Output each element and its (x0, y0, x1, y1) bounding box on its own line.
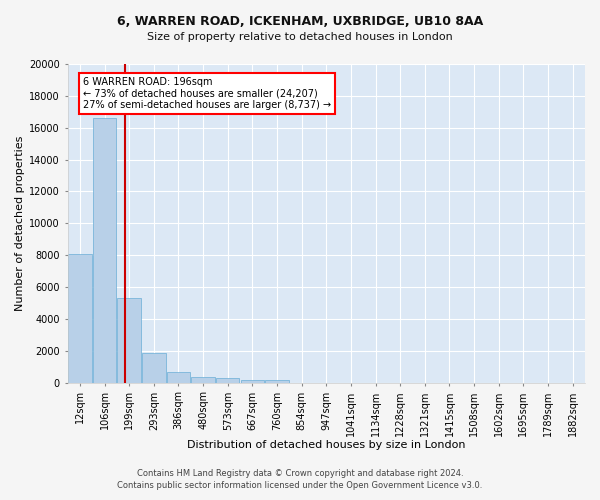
Bar (191, 377, 215, 382)
Text: 6, WARREN ROAD, ICKENHAM, UXBRIDGE, UB10 8AA: 6, WARREN ROAD, ICKENHAM, UXBRIDGE, UB10… (117, 15, 483, 28)
Bar (68, 254, 92, 382)
Text: Contains public sector information licensed under the Open Government Licence v3: Contains public sector information licen… (118, 481, 482, 490)
Bar (118, 298, 141, 382)
X-axis label: Distribution of detached houses by size in London: Distribution of detached houses by size … (187, 440, 466, 450)
Bar (93, 118, 116, 382)
Text: Size of property relative to detached houses in London: Size of property relative to detached ho… (147, 32, 453, 42)
Bar (241, 380, 264, 382)
Bar (265, 380, 289, 382)
Bar (216, 378, 239, 382)
Y-axis label: Number of detached properties: Number of detached properties (15, 136, 25, 311)
Bar (142, 353, 166, 382)
Text: 6 WARREN ROAD: 196sqm
← 73% of detached houses are smaller (24,207)
27% of semi-: 6 WARREN ROAD: 196sqm ← 73% of detached … (83, 76, 331, 110)
Bar (167, 372, 190, 382)
Text: Contains HM Land Registry data © Crown copyright and database right 2024.: Contains HM Land Registry data © Crown c… (137, 468, 463, 477)
